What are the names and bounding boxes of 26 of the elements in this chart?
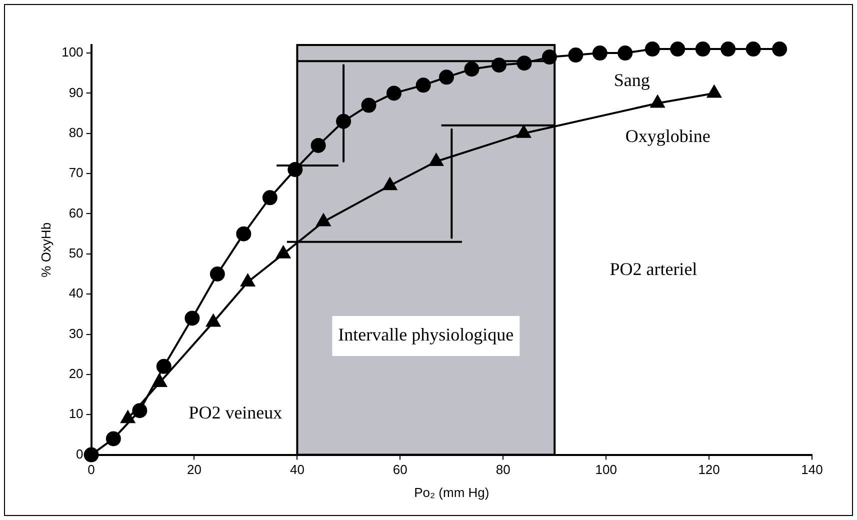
y-tick-label: 60 xyxy=(68,205,84,220)
x-tick-label: 0 xyxy=(88,462,95,478)
annotation: PO2 veineux xyxy=(188,402,282,423)
x-tick-label: 120 xyxy=(698,462,720,478)
x-tick-label: 80 xyxy=(496,462,510,478)
series-label: Oxyglobine xyxy=(625,126,710,146)
x-axis-title: Po₂ (mm Hg) xyxy=(414,484,490,500)
y-tick-label: 70 xyxy=(68,165,84,180)
y-tick-label: 20 xyxy=(68,366,84,382)
annotation: PO2 arteriel xyxy=(610,259,698,280)
y-tick-label: 100 xyxy=(62,44,84,60)
y-tick-label: 0 xyxy=(76,446,84,462)
y-axis-title: % OxyHb xyxy=(38,222,54,278)
x-tick-label: 20 xyxy=(187,462,202,478)
x-tick-label: 140 xyxy=(801,462,823,478)
x-tick-label: 60 xyxy=(392,462,408,478)
y-tick-label: 10 xyxy=(68,406,84,422)
y-tick-label: 40 xyxy=(68,286,84,301)
x-tick-label: 100 xyxy=(595,462,617,478)
series-label: Sang xyxy=(614,70,650,90)
y-tick-label: 80 xyxy=(68,124,84,140)
x-tick-label: 40 xyxy=(290,462,304,478)
y-tick-label: 50 xyxy=(68,245,84,260)
band-label: Intervalle physiologique xyxy=(338,324,514,345)
y-tick-label: 30 xyxy=(68,326,84,341)
y-tick-label: 90 xyxy=(68,84,84,100)
